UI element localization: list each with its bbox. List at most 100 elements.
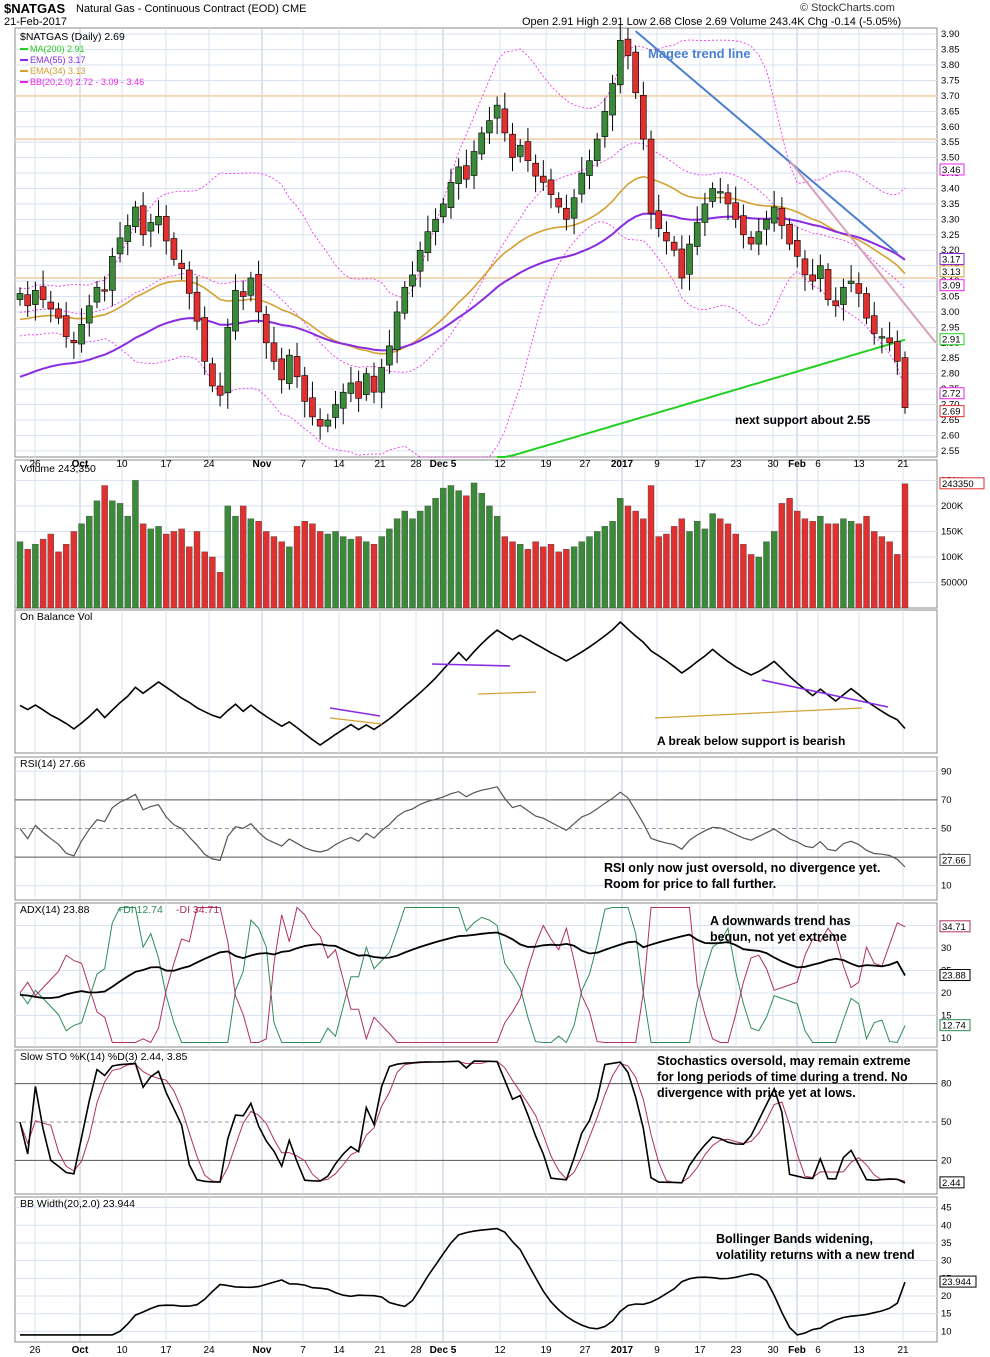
volume-bar — [655, 536, 662, 609]
candle-body — [855, 283, 863, 294]
candle-body — [886, 337, 893, 344]
volume-tick-label: 100K — [941, 552, 964, 563]
volume-bar — [247, 518, 255, 609]
volume-bar — [501, 536, 509, 609]
volume-bar — [840, 518, 847, 609]
volume-bar — [740, 544, 747, 609]
volume-bar — [694, 521, 701, 609]
x-axis-label: 21 — [897, 459, 909, 470]
magee-trend-line — [635, 30, 898, 255]
obv-panel: On Balance Vol A break below support is b… — [19, 611, 906, 748]
x-axis-label: 6 — [815, 459, 821, 470]
x-axis-label: 23 — [730, 459, 742, 470]
volume-panel: 250K200K150K100K50000Volume 243,35024335… — [15, 463, 985, 609]
price-tick-label: 2.70 — [941, 400, 960, 411]
volume-bar — [871, 531, 878, 609]
volume-bar — [401, 510, 408, 609]
chart-date: 21-Feb-2017 — [4, 16, 67, 28]
candle-body — [332, 404, 339, 418]
brand-label: © StockCharts.com — [800, 2, 895, 14]
price-tick-label: 3.75 — [941, 75, 960, 86]
price-tick-label: 3.90 — [941, 29, 960, 40]
candle-body — [270, 342, 278, 362]
candle-body — [793, 240, 801, 257]
volume-bar — [278, 541, 285, 609]
volume-bar — [440, 487, 447, 609]
value-tag-box — [939, 279, 965, 292]
volume-bar — [770, 531, 778, 609]
candle-body — [124, 225, 132, 242]
candle-body — [693, 222, 701, 247]
volume-bar — [101, 485, 108, 609]
candle-body — [609, 83, 616, 116]
bbw-tick-label: 10 — [941, 1326, 952, 1337]
volume-bar — [386, 528, 393, 609]
volume-bar — [863, 515, 870, 609]
candle-body — [132, 206, 139, 228]
volume-bar — [624, 505, 632, 609]
price-tick-label: 2.85 — [941, 353, 960, 364]
candle-body — [524, 141, 532, 162]
candle-body — [109, 256, 116, 291]
bb-lower — [19, 221, 906, 458]
value-tag-text: 3.17 — [942, 254, 961, 265]
volume-bar — [794, 510, 801, 609]
bbw-note-2: volatility returns with a new trend — [716, 1248, 915, 1262]
candle-body — [262, 314, 270, 344]
volume-bar — [124, 515, 131, 609]
candle-body — [439, 203, 447, 218]
legend-entry: EMA(34) 3.13 — [30, 66, 86, 76]
price-tick-label: 3.55 — [941, 137, 960, 148]
candle-body — [16, 293, 24, 300]
candle-body — [863, 293, 870, 319]
volume-bar — [86, 515, 93, 609]
candle-body — [824, 269, 832, 300]
volume-bar — [886, 541, 893, 609]
candle-body — [640, 94, 647, 140]
candle-body — [894, 341, 901, 362]
candle-body — [732, 202, 739, 220]
volume-bar — [109, 500, 116, 609]
volume-bar — [147, 528, 155, 609]
volume-bar — [32, 544, 39, 609]
x-axis-label: 17 — [694, 1345, 706, 1356]
volume-bar — [409, 518, 416, 609]
volume-bar — [570, 546, 578, 609]
x-axis-label: 21 — [374, 459, 386, 470]
volume-bar — [224, 505, 231, 609]
candle-body — [424, 231, 432, 253]
minus-di-label: -DI 34.71 — [176, 904, 219, 916]
bbw-panel-label: BB Width(20,2.0) 23.944 — [20, 1198, 135, 1210]
value-tag-text: 2.69 — [942, 407, 961, 418]
value-tag-box — [939, 387, 965, 400]
volume-bar — [447, 485, 455, 609]
x-axis-label: 2017 — [611, 1345, 634, 1356]
volume-bar — [16, 541, 24, 609]
x-axis-label: 9 — [654, 459, 660, 470]
volume-bar — [132, 480, 139, 609]
volume-bar — [263, 531, 270, 609]
candle-body — [170, 238, 178, 260]
candle-body — [24, 294, 31, 307]
volume-bar — [824, 523, 832, 609]
panel-frame-bbw — [14, 1196, 938, 1343]
candle-body — [286, 354, 293, 384]
x-axis-label: 21 — [897, 1345, 909, 1356]
candle-body — [632, 51, 639, 94]
volume-bar — [432, 498, 439, 609]
ohlc-readout: Open 2.91 High 2.91 Low 2.68 Close 2.69 … — [522, 16, 902, 28]
volume-bar — [640, 518, 647, 609]
volume-bar — [309, 523, 316, 609]
rsi-panel-label: RSI(14) 27.66 — [20, 758, 86, 770]
volume-tick-label: 150K — [941, 526, 964, 537]
candle-body — [540, 175, 547, 183]
x-axis-label: 26 — [29, 1345, 41, 1356]
volume-bar — [70, 531, 78, 609]
x-axis-label: Feb — [788, 1345, 806, 1356]
bbw-panel: 4540353025201510BB Width(20,2.0) 23.9442… — [15, 1198, 977, 1337]
volume-bar — [894, 554, 901, 609]
candle-body — [747, 236, 755, 245]
value-tag-text: 2.72 — [942, 389, 961, 400]
candle-body — [278, 358, 285, 381]
